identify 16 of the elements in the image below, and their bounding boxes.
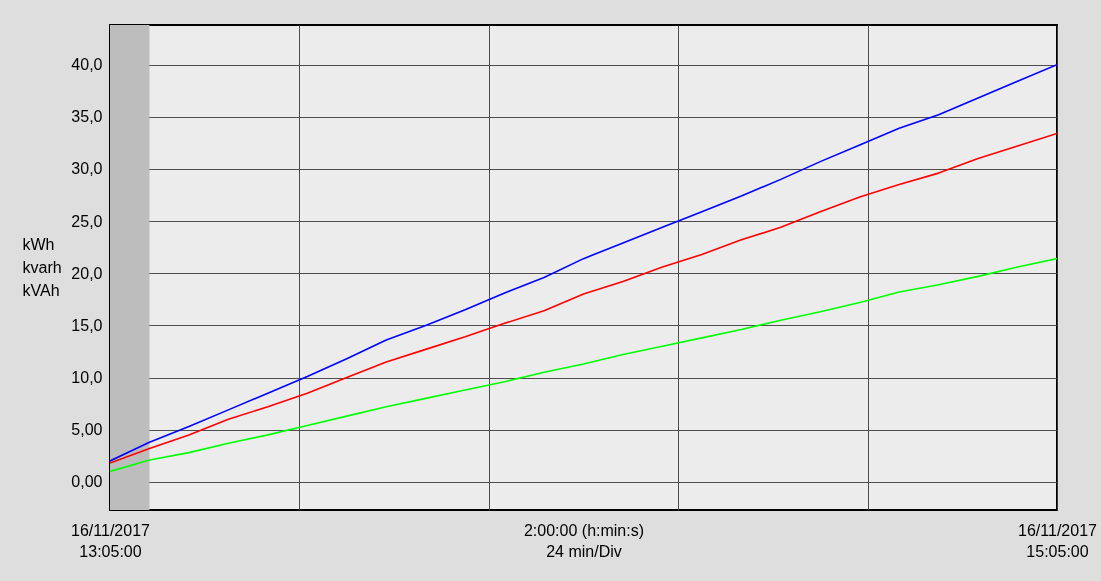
y-tick-label: 35,0 [71, 108, 103, 126]
y-tick-label: 20,0 [71, 264, 103, 282]
y-tick-label: 15,0 [71, 316, 103, 334]
y-tick-label: 40,0 [71, 56, 103, 74]
y-tick-label: 0,00 [71, 473, 103, 491]
x-tick-label: 16/11/2017 13:05:00 [71, 521, 151, 560]
y-tick-label: 5,00 [71, 421, 103, 439]
y-axis-title: kWh kvarh kVAh [22, 235, 62, 299]
x-axis-title: 2:00:00 (h:min:s) 24 min/Div [523, 521, 645, 560]
y-tick-label: 25,0 [71, 212, 103, 230]
line-series [110, 63, 1057, 462]
y-tick-label: 30,0 [71, 160, 103, 178]
x-tick-label: 16/11/2017 15:05:00 [1018, 521, 1098, 560]
line-series [110, 132, 1057, 464]
y-tick-label: 10,0 [71, 369, 103, 387]
line-series [110, 257, 1057, 473]
